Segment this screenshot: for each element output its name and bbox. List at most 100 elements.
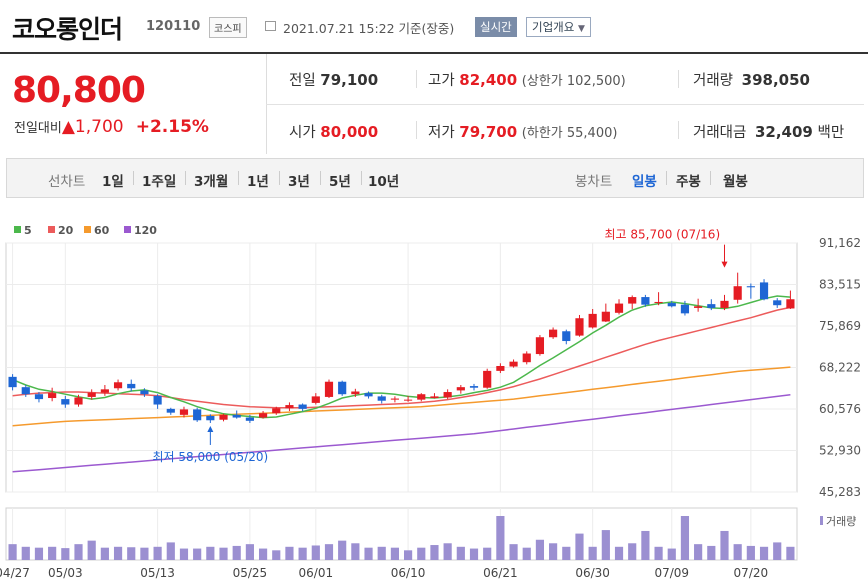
x-tick-label: 04/27 bbox=[0, 566, 30, 580]
divider bbox=[279, 171, 280, 185]
volume-bar bbox=[575, 533, 584, 560]
period-3y[interactable]: 3년 bbox=[288, 174, 310, 190]
quote-datetime: 2021.07.21 15:22 기준(장중) bbox=[283, 21, 455, 36]
candle-body bbox=[549, 329, 558, 338]
candle-body bbox=[430, 396, 439, 399]
volume-bar bbox=[496, 516, 505, 560]
volume-bar bbox=[628, 543, 637, 560]
candle-body bbox=[351, 391, 360, 395]
legend-swatch bbox=[48, 226, 55, 233]
volume-bar bbox=[430, 545, 439, 560]
y-tick-label: 83,515 bbox=[819, 278, 861, 292]
volume-bar bbox=[654, 546, 663, 560]
volume-bar bbox=[522, 547, 531, 560]
x-tick-label: 05/13 bbox=[140, 566, 175, 580]
volume-bar bbox=[219, 547, 228, 560]
x-tick-label: 06/01 bbox=[299, 566, 334, 580]
candle-body bbox=[694, 306, 703, 308]
header-bar bbox=[0, 0, 868, 54]
volume-bar bbox=[258, 548, 268, 560]
candle-body bbox=[298, 404, 307, 409]
candle-body bbox=[509, 361, 518, 367]
candle-body bbox=[720, 300, 729, 308]
y-tick-label: 68,222 bbox=[819, 361, 861, 375]
candle-daily[interactable]: 일봉 bbox=[632, 174, 657, 190]
volume-bar bbox=[206, 546, 215, 560]
candle-body bbox=[535, 337, 545, 355]
legend-label: 60 bbox=[94, 224, 110, 237]
candle-body bbox=[614, 303, 624, 313]
change-label: 전일대비 bbox=[14, 121, 62, 136]
legend-swatch bbox=[124, 226, 131, 233]
volume-bar bbox=[456, 546, 465, 560]
candle-chart-label: 봉차트 bbox=[575, 174, 613, 190]
period-1w[interactable]: 1주일 bbox=[142, 174, 177, 190]
candle-body bbox=[21, 387, 30, 395]
volume-bar bbox=[311, 545, 320, 560]
volume-bar bbox=[8, 544, 17, 560]
realtime-button[interactable]: 실시간 bbox=[475, 17, 517, 37]
volume-bar bbox=[601, 530, 610, 560]
candle-body bbox=[61, 399, 70, 405]
candle-body bbox=[311, 396, 320, 403]
low-annotation: 최저 58,000 (05/20) bbox=[153, 450, 269, 464]
divider bbox=[416, 121, 417, 139]
volume-bar bbox=[680, 516, 690, 560]
volume-bar bbox=[786, 546, 795, 560]
company-info-dropdown[interactable]: 기업개요 ▼ bbox=[526, 17, 591, 37]
volume-bar bbox=[245, 544, 254, 560]
candle-body bbox=[773, 300, 782, 306]
legend-swatch bbox=[84, 226, 91, 233]
period-1y[interactable]: 1년 bbox=[247, 174, 269, 190]
ma60-line bbox=[12, 366, 791, 427]
up-triangle-icon: ▲ bbox=[61, 117, 75, 137]
divider bbox=[361, 171, 362, 185]
volume-legend-swatch bbox=[820, 516, 823, 525]
candle-body bbox=[324, 381, 334, 397]
change-percent: +2.15% bbox=[135, 117, 209, 137]
candle-body bbox=[285, 405, 294, 409]
candle-monthly[interactable]: 월봉 bbox=[723, 174, 748, 190]
candle-body bbox=[588, 313, 597, 328]
x-tick-label: 06/10 bbox=[391, 566, 426, 580]
volume-bar bbox=[549, 543, 558, 560]
volume-bar bbox=[720, 530, 729, 560]
legend-label: 20 bbox=[58, 224, 74, 237]
candle-body bbox=[628, 297, 637, 304]
candle-body bbox=[193, 409, 202, 421]
divider bbox=[416, 70, 417, 88]
ma120-line bbox=[12, 394, 791, 473]
volume-bar bbox=[483, 547, 492, 560]
candle-body bbox=[219, 414, 228, 420]
volume-bar bbox=[127, 547, 136, 560]
y-tick-label: 52,930 bbox=[819, 444, 861, 458]
volume-bar bbox=[272, 550, 281, 560]
high-price: 고가 82,400 (상한가 102,500) bbox=[428, 71, 626, 89]
x-tick-label: 07/09 bbox=[654, 566, 689, 580]
period-3m[interactable]: 3개월 bbox=[194, 174, 229, 190]
trade-amount: 거래대금 32,409 백만 bbox=[693, 123, 845, 141]
candle-body bbox=[562, 331, 571, 342]
line-chart-label: 선차트 bbox=[48, 174, 86, 190]
candle-body bbox=[443, 392, 452, 398]
volume-bar bbox=[759, 546, 769, 560]
y-tick-label: 91,162 bbox=[819, 236, 861, 250]
x-tick-label: 06/30 bbox=[575, 566, 610, 580]
candle-body bbox=[469, 386, 479, 388]
low-price: 저가 79,700 (하한가 55,400) bbox=[428, 123, 618, 141]
high-annotation: 최고 85,700 (07/16) bbox=[604, 228, 720, 242]
candle-body bbox=[456, 387, 465, 391]
y-tick-label: 75,869 bbox=[819, 319, 861, 333]
period-10y[interactable]: 10년 bbox=[368, 174, 400, 190]
candle-body bbox=[417, 394, 426, 400]
period-5y[interactable]: 5년 bbox=[329, 174, 351, 190]
candle-body bbox=[74, 397, 83, 405]
candle-body bbox=[113, 382, 123, 389]
divider bbox=[266, 104, 864, 105]
candle-weekly[interactable]: 주봉 bbox=[676, 174, 701, 190]
period-1d[interactable]: 1일 bbox=[102, 174, 124, 190]
chevron-down-icon: ▼ bbox=[577, 24, 585, 34]
candle-body bbox=[166, 408, 175, 413]
candle-body bbox=[680, 304, 690, 314]
candle-body bbox=[140, 390, 149, 395]
